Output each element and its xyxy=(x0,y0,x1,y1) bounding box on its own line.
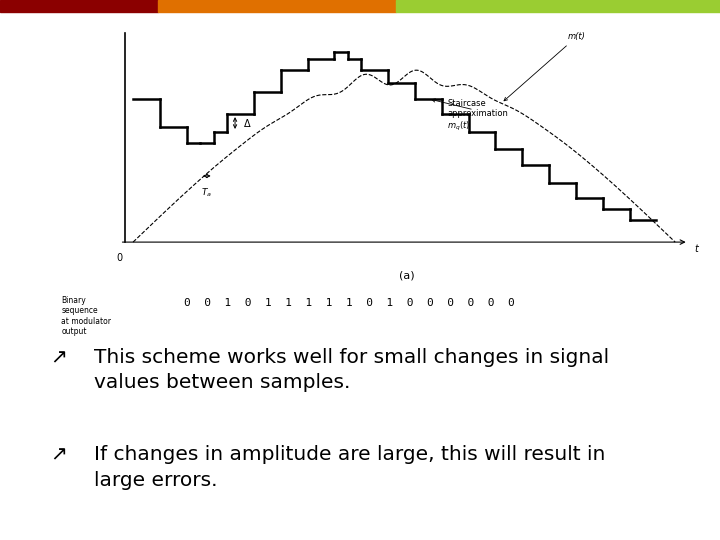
Bar xyxy=(396,0,720,12)
Text: Binary
sequence
at modulator
output: Binary sequence at modulator output xyxy=(61,296,111,336)
Text: This scheme works well for small changes in signal
values between samples.: This scheme works well for small changes… xyxy=(94,348,608,392)
Text: 0: 0 xyxy=(117,253,122,263)
Text: If changes in amplitude are large, this will result in
large errors.: If changes in amplitude are large, this … xyxy=(94,446,605,489)
Text: ↗: ↗ xyxy=(50,348,67,367)
Text: 0  0  1  0  1  1  1  1  1  0  1  0  0  0  0  0  0: 0 0 1 0 1 1 1 1 1 0 1 0 0 0 0 0 0 xyxy=(184,298,514,308)
Text: $\Delta$: $\Delta$ xyxy=(243,117,252,129)
Bar xyxy=(158,0,396,12)
Text: Staircase
approximation
$m_q(t)$: Staircase approximation $m_q(t)$ xyxy=(447,99,508,133)
Text: m(t): m(t) xyxy=(504,32,585,101)
Text: ↗: ↗ xyxy=(50,446,67,464)
Bar xyxy=(0,0,158,12)
Text: (a): (a) xyxy=(399,271,415,281)
Text: $T_a$: $T_a$ xyxy=(202,187,212,199)
Text: t: t xyxy=(694,244,698,254)
